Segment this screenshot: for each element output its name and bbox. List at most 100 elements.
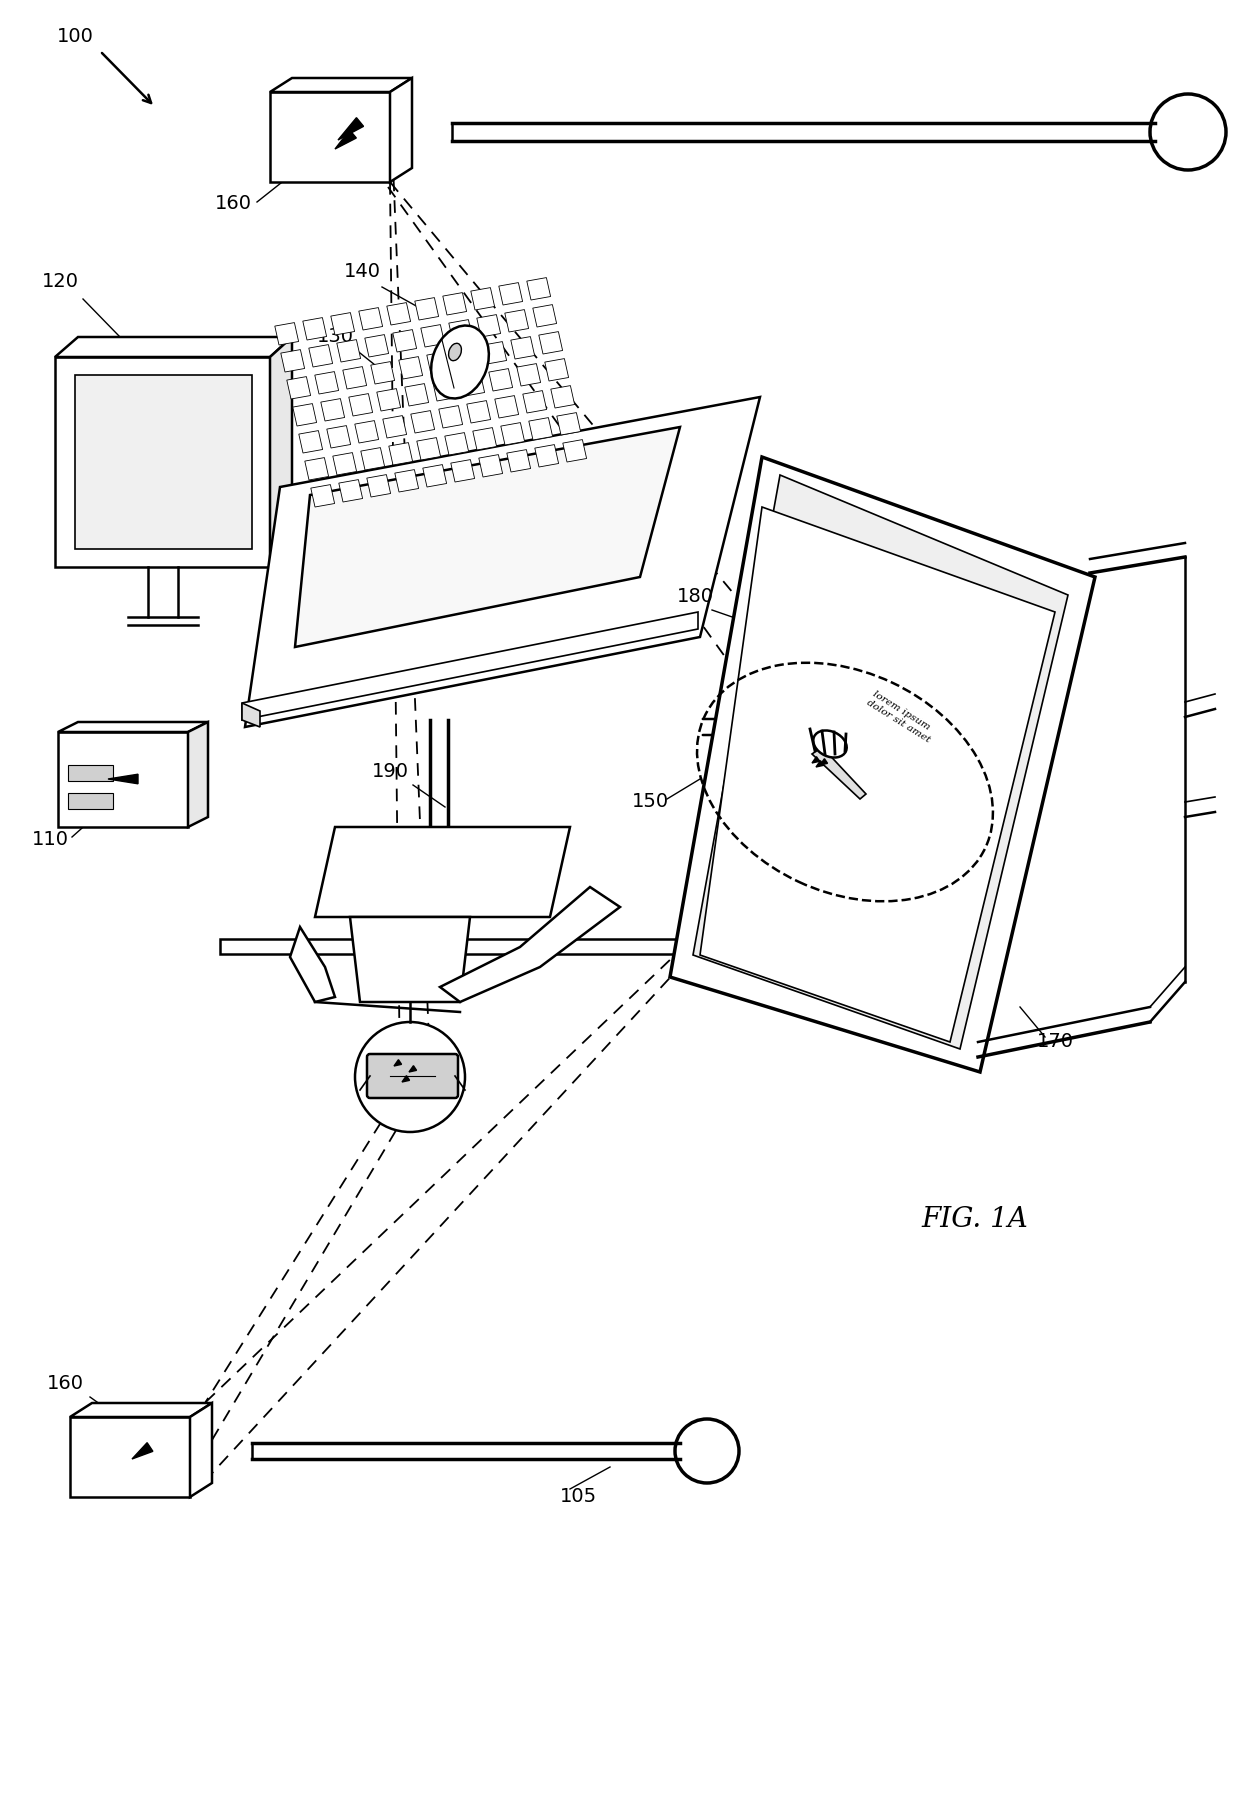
Polygon shape bbox=[455, 347, 479, 369]
Polygon shape bbox=[270, 93, 391, 182]
Polygon shape bbox=[305, 458, 329, 480]
Polygon shape bbox=[365, 334, 388, 356]
Polygon shape bbox=[527, 278, 551, 300]
Text: 105: 105 bbox=[559, 1486, 596, 1506]
Polygon shape bbox=[477, 314, 501, 336]
Polygon shape bbox=[440, 887, 620, 1001]
Polygon shape bbox=[471, 287, 495, 311]
Text: 160: 160 bbox=[47, 1374, 83, 1394]
Polygon shape bbox=[410, 411, 434, 432]
Polygon shape bbox=[295, 427, 680, 647]
Text: FIG. 1A: FIG. 1A bbox=[921, 1206, 1028, 1234]
Polygon shape bbox=[242, 703, 260, 727]
Polygon shape bbox=[409, 1065, 417, 1072]
Polygon shape bbox=[394, 469, 419, 492]
Polygon shape bbox=[342, 367, 367, 389]
Polygon shape bbox=[315, 372, 339, 394]
Polygon shape bbox=[423, 465, 446, 487]
Text: 150: 150 bbox=[631, 792, 668, 810]
Text: 160: 160 bbox=[215, 194, 252, 213]
Polygon shape bbox=[190, 1403, 212, 1497]
Polygon shape bbox=[495, 396, 518, 418]
Polygon shape bbox=[433, 378, 456, 402]
Polygon shape bbox=[327, 425, 351, 449]
Text: 190: 190 bbox=[372, 761, 408, 781]
Polygon shape bbox=[55, 336, 291, 356]
Polygon shape bbox=[505, 309, 528, 333]
Polygon shape bbox=[533, 305, 557, 327]
Polygon shape bbox=[387, 303, 410, 325]
Polygon shape bbox=[534, 445, 558, 467]
Polygon shape bbox=[544, 358, 569, 382]
Polygon shape bbox=[337, 340, 361, 362]
Polygon shape bbox=[399, 356, 423, 380]
Polygon shape bbox=[417, 438, 440, 460]
Ellipse shape bbox=[449, 343, 461, 362]
Polygon shape bbox=[68, 765, 113, 781]
Polygon shape bbox=[335, 131, 356, 149]
Polygon shape bbox=[290, 927, 335, 1001]
Polygon shape bbox=[539, 331, 563, 354]
Polygon shape bbox=[280, 349, 305, 372]
Polygon shape bbox=[466, 400, 491, 423]
Circle shape bbox=[355, 1021, 465, 1132]
Polygon shape bbox=[507, 449, 531, 472]
Text: 130: 130 bbox=[316, 327, 353, 345]
Polygon shape bbox=[551, 385, 574, 409]
Polygon shape bbox=[339, 480, 362, 501]
Polygon shape bbox=[482, 342, 507, 363]
Polygon shape bbox=[69, 1403, 212, 1417]
Polygon shape bbox=[816, 761, 823, 767]
Polygon shape bbox=[557, 412, 580, 434]
Polygon shape bbox=[350, 918, 470, 1001]
Polygon shape bbox=[445, 432, 469, 454]
Polygon shape bbox=[472, 427, 496, 451]
Polygon shape bbox=[219, 939, 701, 954]
Polygon shape bbox=[498, 283, 522, 305]
Polygon shape bbox=[461, 374, 485, 396]
Polygon shape bbox=[246, 396, 760, 727]
Polygon shape bbox=[367, 474, 391, 498]
Polygon shape bbox=[439, 405, 463, 429]
Text: 170: 170 bbox=[1037, 1032, 1074, 1050]
Polygon shape bbox=[275, 323, 299, 345]
Polygon shape bbox=[391, 78, 412, 182]
Polygon shape bbox=[242, 612, 698, 720]
Polygon shape bbox=[270, 336, 291, 567]
Polygon shape bbox=[303, 318, 326, 340]
Polygon shape bbox=[820, 760, 827, 765]
Polygon shape bbox=[451, 460, 475, 482]
Polygon shape bbox=[394, 1059, 402, 1067]
Polygon shape bbox=[517, 363, 541, 385]
Polygon shape bbox=[377, 389, 401, 411]
Polygon shape bbox=[339, 118, 363, 140]
Polygon shape bbox=[371, 362, 394, 383]
Polygon shape bbox=[69, 1417, 190, 1497]
Polygon shape bbox=[812, 756, 820, 763]
Polygon shape bbox=[358, 307, 383, 331]
Polygon shape bbox=[332, 452, 357, 474]
Ellipse shape bbox=[813, 730, 847, 758]
Polygon shape bbox=[188, 721, 208, 827]
Polygon shape bbox=[383, 416, 407, 438]
Polygon shape bbox=[389, 443, 413, 465]
Polygon shape bbox=[321, 398, 345, 422]
Polygon shape bbox=[131, 1443, 153, 1459]
Text: 180: 180 bbox=[677, 587, 713, 607]
Polygon shape bbox=[402, 1076, 409, 1081]
Polygon shape bbox=[489, 369, 512, 391]
Text: lorem ipsum
dolor sit amet: lorem ipsum dolor sit amet bbox=[866, 689, 937, 745]
Polygon shape bbox=[348, 394, 372, 416]
Polygon shape bbox=[311, 485, 335, 507]
Polygon shape bbox=[331, 313, 355, 334]
Polygon shape bbox=[270, 78, 412, 93]
Polygon shape bbox=[523, 391, 547, 412]
Polygon shape bbox=[299, 431, 322, 452]
Ellipse shape bbox=[432, 325, 489, 398]
Polygon shape bbox=[355, 420, 378, 443]
Polygon shape bbox=[701, 507, 1055, 1041]
Polygon shape bbox=[108, 774, 138, 783]
Polygon shape bbox=[693, 474, 1068, 1048]
Text: 120: 120 bbox=[41, 273, 78, 291]
Polygon shape bbox=[361, 447, 384, 471]
